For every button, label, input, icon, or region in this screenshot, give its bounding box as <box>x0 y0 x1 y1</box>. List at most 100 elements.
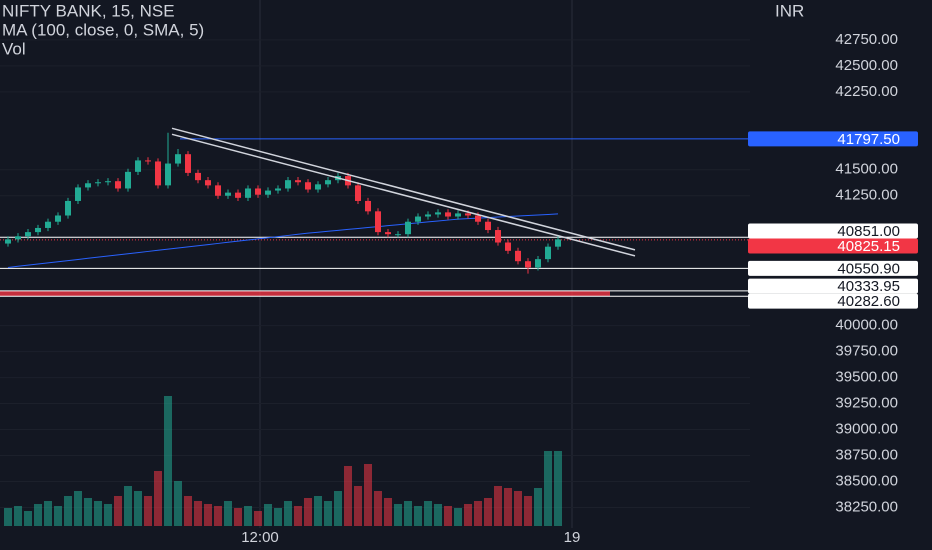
candle-body <box>5 239 11 244</box>
y-tick-label: 42250.00 <box>835 83 898 100</box>
volume-bar <box>454 508 462 526</box>
volume-bar <box>484 498 492 526</box>
candle-body <box>305 182 311 190</box>
volume-bar <box>394 504 402 526</box>
volume-bar <box>54 506 62 526</box>
volume-bar <box>144 496 152 526</box>
volume-bar <box>34 504 42 526</box>
candle-body <box>105 181 111 183</box>
volume-bar <box>194 501 202 526</box>
volume-bar <box>174 481 182 526</box>
volume-bar <box>314 496 322 526</box>
volume-bar <box>444 506 452 526</box>
volume-bar <box>524 496 532 526</box>
volume-bar <box>364 464 372 526</box>
candle-body <box>405 221 411 235</box>
candle-body <box>155 161 161 186</box>
candle-body <box>425 214 431 217</box>
candle-body <box>555 239 561 247</box>
candle-body <box>485 221 491 231</box>
candle-body <box>285 180 291 189</box>
candle-body <box>465 213 471 216</box>
volume-bar <box>474 501 482 526</box>
candle-body <box>265 190 271 195</box>
y-tick-label: 42500.00 <box>835 57 898 74</box>
price-tag <box>748 238 918 254</box>
candle-body <box>55 215 61 222</box>
volume-bar <box>84 498 92 526</box>
candle-body <box>205 180 211 186</box>
volume-bar <box>374 491 382 526</box>
y-tick-label: 38500.00 <box>835 472 898 489</box>
candle-body <box>475 215 481 222</box>
candle-body <box>415 216 421 222</box>
volume-bar <box>184 496 192 526</box>
ma-line <box>7 213 559 268</box>
volume-bar <box>424 501 432 526</box>
candle-body <box>195 172 201 181</box>
volume-bar <box>4 508 12 526</box>
candle-body <box>85 183 91 188</box>
candle-body <box>455 213 461 217</box>
volume-bar <box>534 488 542 526</box>
candle-body <box>165 163 171 186</box>
price-tag-label: 40550.90 <box>837 260 900 277</box>
candle-body <box>35 227 41 233</box>
y-tick-label: 39750.00 <box>835 343 898 360</box>
volume-bar <box>544 451 552 526</box>
volume-bar <box>464 504 472 526</box>
volume-bar <box>124 486 132 526</box>
y-tick-label: 39000.00 <box>835 420 898 437</box>
volume-bar <box>304 498 312 526</box>
volume-bar <box>334 491 342 526</box>
volume-bar <box>284 501 292 526</box>
candle-body <box>355 185 361 201</box>
y-tick-label: 41250.00 <box>835 187 898 204</box>
volume-bar <box>44 501 52 526</box>
volume-bar <box>354 486 362 526</box>
candle-body <box>75 187 81 201</box>
volume-bar <box>134 491 142 526</box>
y-tick-label: 41500.00 <box>835 161 898 178</box>
volume-bar <box>74 491 82 526</box>
candle-body <box>255 188 261 195</box>
volume-bar <box>274 508 282 526</box>
candle-body <box>15 236 21 240</box>
volume-label: Vol <box>2 39 26 58</box>
candle-body <box>145 160 151 162</box>
candle-body <box>505 242 511 251</box>
volume-bar <box>164 396 172 526</box>
volume-bar <box>414 506 422 526</box>
y-tick-label: 42750.00 <box>835 31 898 48</box>
volume-bar <box>234 508 242 526</box>
chart-title: NIFTY BANK, 15, NSE <box>2 1 175 20</box>
volume-bar <box>14 506 22 526</box>
candle-body <box>215 185 221 196</box>
candle-body <box>185 154 191 173</box>
candle-body <box>435 212 441 215</box>
candle-body <box>525 261 531 268</box>
price-tag-label: 40851.00 <box>837 223 900 240</box>
candle-body <box>295 180 301 183</box>
y-tick-label: 38750.00 <box>835 446 898 463</box>
candle-body <box>395 234 401 236</box>
time-label: 19 <box>564 529 581 546</box>
volume-bar <box>214 506 222 526</box>
candle-body <box>135 160 141 172</box>
candle-body <box>115 181 121 189</box>
volume-bar <box>264 504 272 526</box>
level-zone <box>0 290 610 297</box>
price-tag-label: 40282.60 <box>837 293 900 310</box>
candle-body <box>325 180 331 185</box>
volume-bar <box>254 511 262 526</box>
candle-body <box>235 192 241 198</box>
candle-body <box>125 171 131 189</box>
candle-body <box>315 184 321 190</box>
volume-bar <box>204 504 212 526</box>
volume-bar <box>244 506 252 526</box>
y-tick-label: 40000.00 <box>835 317 898 334</box>
volume-bar <box>404 501 412 526</box>
price-tag-label: 40333.95 <box>837 278 900 295</box>
